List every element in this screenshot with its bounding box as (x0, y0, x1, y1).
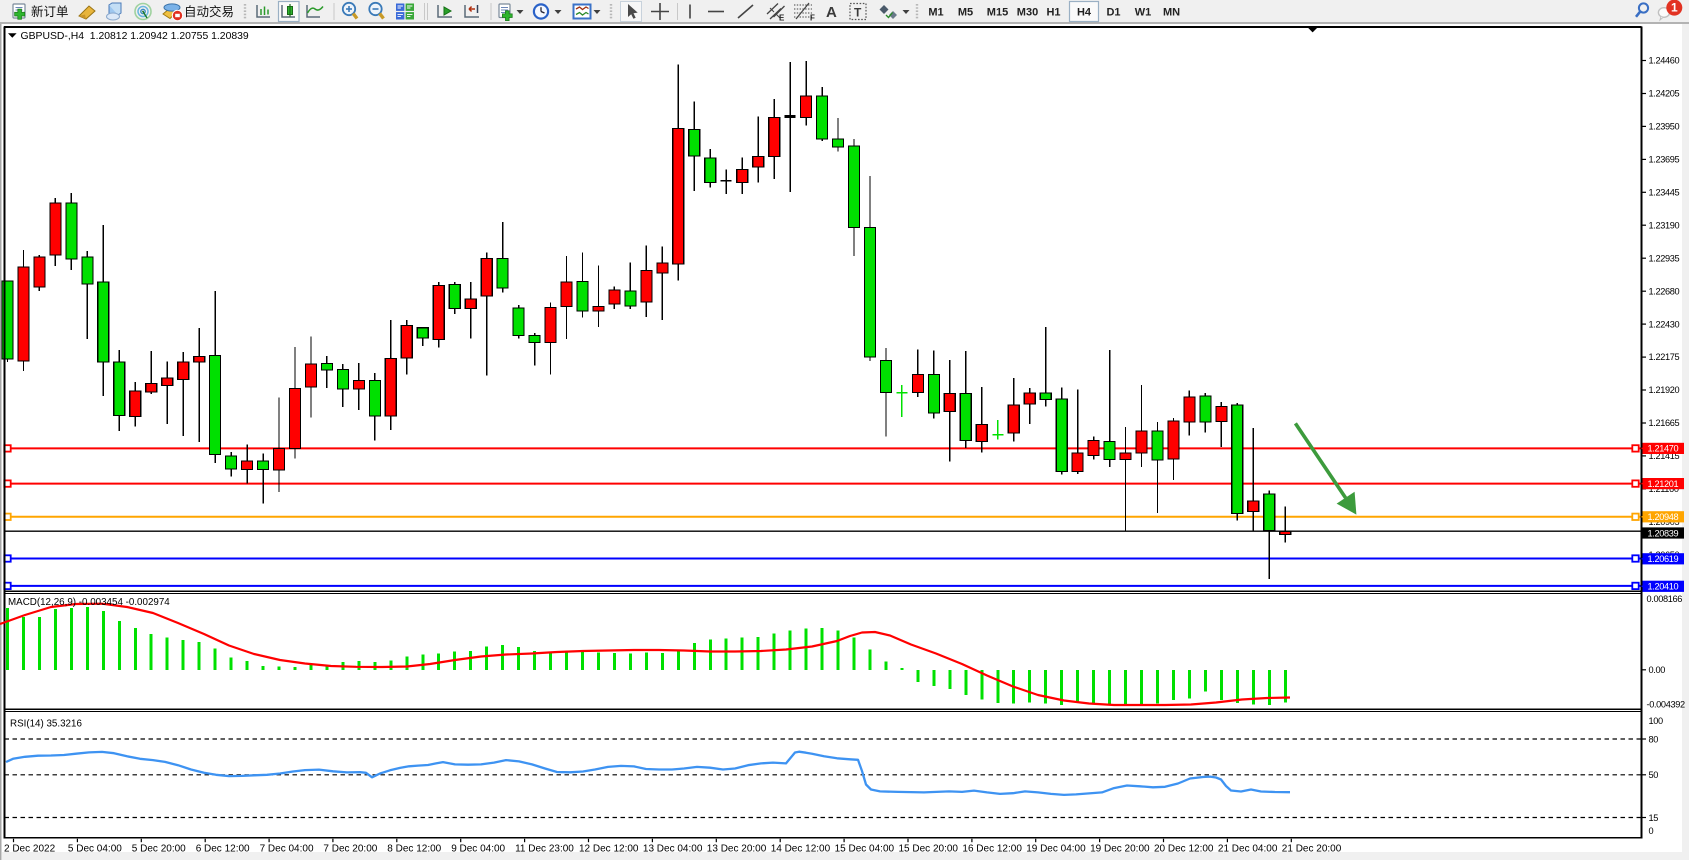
svg-text:1.22680: 1.22680 (1649, 286, 1680, 296)
svg-text:1.22935: 1.22935 (1649, 253, 1680, 263)
svg-text:T: T (854, 6, 862, 20)
svg-text:20 Dec 12:00: 20 Dec 12:00 (1154, 844, 1214, 855)
svg-text:5 Dec 20:00: 5 Dec 20:00 (132, 844, 186, 855)
svg-text:1.21201: 1.21201 (1648, 479, 1679, 489)
svg-text:E: E (779, 14, 785, 23)
svg-text:1.21415: 1.21415 (1649, 451, 1680, 461)
svg-text:9 Dec 04:00: 9 Dec 04:00 (451, 844, 505, 855)
svg-text:1.20619: 1.20619 (1648, 554, 1679, 564)
svg-text:M5: M5 (958, 7, 973, 19)
svg-text:1.23695: 1.23695 (1649, 155, 1680, 165)
svg-text:14 Dec 12:00: 14 Dec 12:00 (771, 844, 831, 855)
svg-text:15 Dec 20:00: 15 Dec 20:00 (899, 844, 959, 855)
svg-text:0: 0 (1649, 826, 1654, 836)
svg-text:15: 15 (1649, 813, 1659, 823)
svg-text:19 Dec 04:00: 19 Dec 04:00 (1026, 844, 1086, 855)
svg-text:50: 50 (1649, 770, 1659, 780)
svg-text:0.008166: 0.008166 (1647, 594, 1683, 604)
svg-text:1.22430: 1.22430 (1649, 319, 1680, 329)
svg-text:F: F (810, 14, 815, 23)
svg-text:16 Dec 12:00: 16 Dec 12:00 (962, 844, 1022, 855)
svg-text:80: 80 (1649, 734, 1659, 744)
svg-text:12 Dec 12:00: 12 Dec 12:00 (579, 844, 639, 855)
svg-text:1.23445: 1.23445 (1649, 188, 1680, 198)
svg-text:21 Dec 20:00: 21 Dec 20:00 (1282, 844, 1342, 855)
svg-text:新订单: 新订单 (31, 4, 69, 19)
svg-text:自动交易: 自动交易 (184, 4, 234, 19)
svg-text:H4: H4 (1077, 7, 1092, 19)
svg-text:1.21470: 1.21470 (1648, 444, 1679, 454)
svg-text:7 Dec 04:00: 7 Dec 04:00 (260, 844, 314, 855)
svg-text:MACD(12,26,9) -0.003454 -0.002: MACD(12,26,9) -0.003454 -0.002974 (8, 597, 170, 608)
svg-text:1.23950: 1.23950 (1649, 122, 1680, 132)
svg-text:1.23190: 1.23190 (1649, 220, 1680, 230)
svg-text:21 Dec 04:00: 21 Dec 04:00 (1218, 844, 1278, 855)
svg-text:-0.004392: -0.004392 (1647, 700, 1685, 710)
svg-text:1.24205: 1.24205 (1649, 89, 1680, 99)
svg-text:A: A (826, 4, 837, 21)
svg-text:8 Dec 12:00: 8 Dec 12:00 (387, 844, 441, 855)
svg-text:1.24460: 1.24460 (1649, 56, 1680, 66)
svg-text:M30: M30 (1017, 7, 1038, 19)
svg-text:M1: M1 (928, 7, 943, 19)
svg-text:19 Dec 20:00: 19 Dec 20:00 (1090, 844, 1150, 855)
svg-text:W1: W1 (1135, 7, 1152, 19)
svg-text:D1: D1 (1106, 7, 1120, 19)
svg-text:GBPUSD-,H4 1.20812 1.20942 1.: GBPUSD-,H4 1.20812 1.20942 1.20755 1.208… (21, 31, 249, 42)
svg-text:100: 100 (1649, 716, 1664, 726)
svg-text:1.22175: 1.22175 (1649, 352, 1680, 362)
svg-text:RSI(14) 35.3216: RSI(14) 35.3216 (10, 719, 82, 730)
svg-text:1: 1 (1671, 1, 1678, 15)
svg-text:1.20410: 1.20410 (1648, 582, 1679, 592)
svg-text:6 Dec 12:00: 6 Dec 12:00 (196, 844, 250, 855)
svg-text:H1: H1 (1046, 7, 1060, 19)
svg-text:1.20948: 1.20948 (1648, 512, 1679, 522)
svg-text:2 Dec 2022: 2 Dec 2022 (4, 844, 56, 855)
svg-text:1.21665: 1.21665 (1649, 418, 1680, 428)
svg-text:13 Dec 04:00: 13 Dec 04:00 (643, 844, 703, 855)
svg-text:M15: M15 (987, 7, 1008, 19)
svg-text:11 Dec 23:00: 11 Dec 23:00 (515, 844, 574, 855)
svg-text:7 Dec 20:00: 7 Dec 20:00 (323, 844, 377, 855)
svg-text:5 Dec 04:00: 5 Dec 04:00 (68, 844, 122, 855)
svg-text:15 Dec 04:00: 15 Dec 04:00 (835, 844, 895, 855)
svg-text:1.20839: 1.20839 (1648, 528, 1679, 538)
svg-text:1.21920: 1.21920 (1649, 385, 1680, 395)
svg-text:MN: MN (1163, 7, 1180, 19)
svg-text:0.00: 0.00 (1649, 665, 1666, 675)
svg-text:13 Dec 20:00: 13 Dec 20:00 (707, 844, 767, 855)
